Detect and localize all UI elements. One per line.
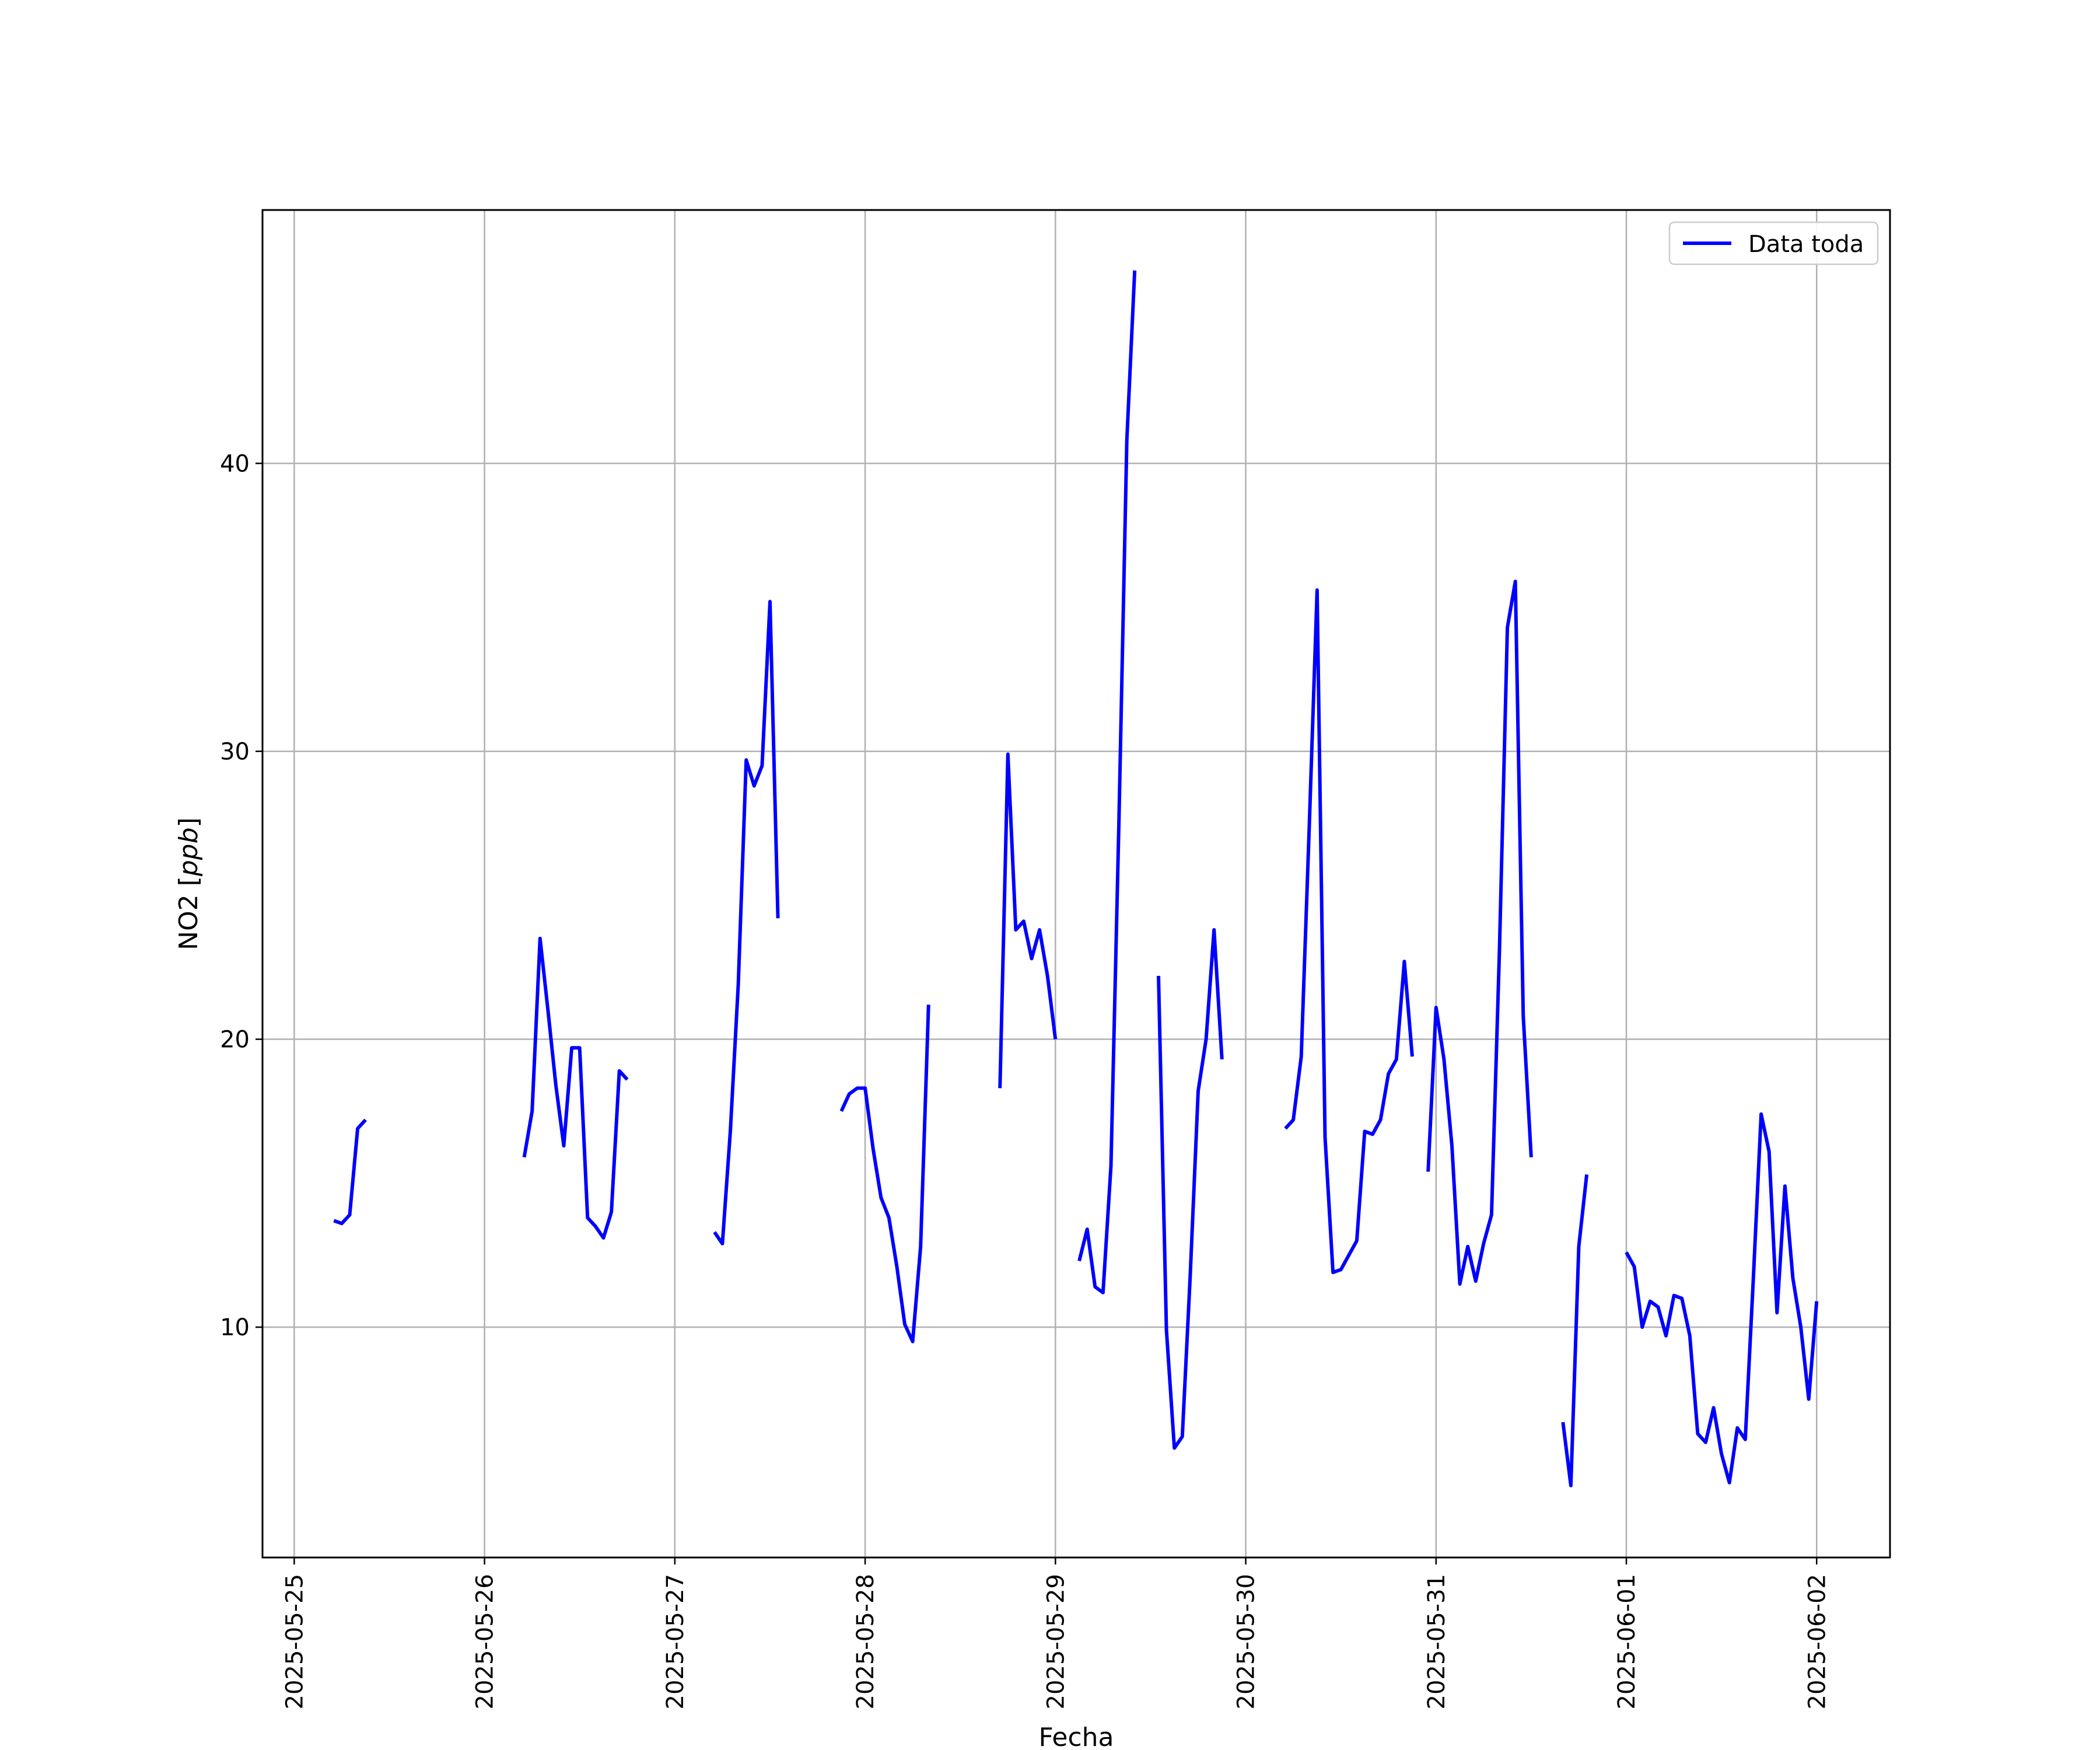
series-line-segment — [998, 752, 1058, 1088]
x-tick-label: 2025-05-26 — [472, 1574, 499, 1709]
x-tick-label: 2025-05-28 — [852, 1574, 879, 1709]
y-axis-label-close: ] — [174, 817, 204, 827]
series-line-segment — [522, 936, 629, 1240]
x-tick-label: 2025-06-01 — [1614, 1574, 1640, 1709]
legend-frame — [1668, 221, 1879, 265]
series-line-segment — [1077, 270, 1137, 1294]
y-tick-label: 10 — [220, 1314, 250, 1341]
y-tick-label: 20 — [220, 1027, 250, 1054]
series-line-segment — [1561, 1174, 1589, 1488]
series-line-segment — [839, 1005, 930, 1343]
series-line-segment — [1157, 928, 1224, 1450]
x-axis-label: Fecha — [1038, 1723, 1114, 1750]
series-line-segment — [1284, 588, 1414, 1275]
plot-frame — [261, 209, 1891, 1559]
legend: Data toda — [1668, 221, 1879, 265]
x-tick-label: 2025-06-02 — [1804, 1574, 1831, 1709]
x-tick-label: 2025-05-27 — [662, 1574, 689, 1709]
axis-ticks: 2025-05-25 2025-05-26 2025-05-27 2025-05-28… — [220, 450, 1831, 1709]
x-tick-label: 2025-05-25 — [281, 1574, 308, 1709]
series-line-segment — [333, 1118, 367, 1226]
series-line-segment — [713, 600, 780, 1245]
y-axis-label-unit: ppb — [174, 827, 204, 877]
legend-label: Data toda — [1748, 231, 1864, 258]
x-tick-label: 2025-05-31 — [1423, 1574, 1450, 1709]
series-line-segment — [1426, 579, 1533, 1286]
x-tick-label: 2025-05-30 — [1233, 1574, 1260, 1709]
series-line-segment — [1625, 1112, 1819, 1485]
plot-area — [262, 210, 1890, 1558]
y-tick-label: 30 — [220, 738, 250, 765]
y-axis-label-text: NO2 [ — [174, 876, 204, 950]
grid-lines — [262, 210, 1890, 1558]
y-tick-label: 40 — [220, 450, 250, 477]
data-series — [333, 270, 1819, 1488]
y-axis-label: NO2 [ppb] — [174, 817, 204, 950]
x-tick-label: 2025-05-29 — [1042, 1574, 1069, 1709]
